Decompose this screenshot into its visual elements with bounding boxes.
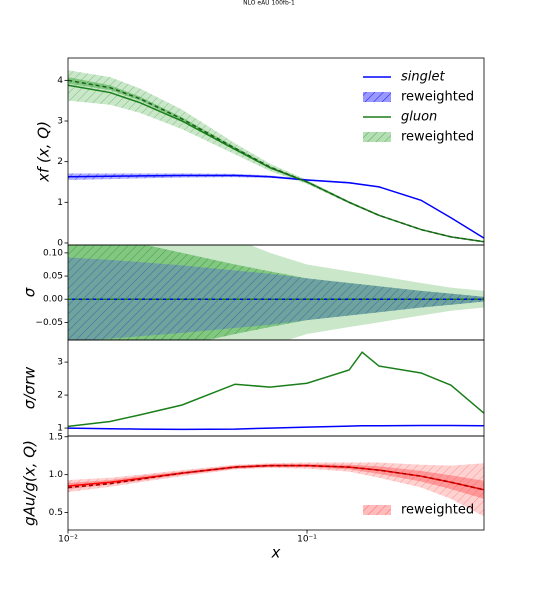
y-axis-label: xf (x, Q): [35, 121, 53, 183]
panel: [68, 70, 484, 243]
y-axis-label: σ/σrw: [21, 366, 39, 409]
error-band: [68, 70, 484, 243]
x-tick-label: 10⁻¹: [297, 535, 317, 545]
legend-swatch: [363, 132, 391, 142]
panel: [68, 462, 484, 517]
legend-swatch: [363, 92, 391, 102]
y-tick-label: 0: [57, 238, 63, 248]
y-tick-label: 2: [57, 391, 63, 401]
y-axis-label: gAu/g(x, Q): [21, 440, 39, 526]
error-band: [68, 462, 484, 517]
y-axis-label: σ: [21, 287, 39, 297]
series-line: [68, 464, 484, 491]
y-tick-label: 2: [57, 157, 63, 167]
series-line: [68, 424, 484, 431]
y-tick-label: 0.10: [43, 248, 63, 258]
y-tick-label: 4: [57, 76, 63, 86]
legend-swatch: [363, 505, 391, 515]
series-line: [68, 351, 484, 428]
y-tick-label: 0.5: [49, 508, 63, 518]
error-band: [68, 464, 484, 499]
y-tick-label: 0.00: [43, 295, 63, 305]
y-tick-label: 0.05: [43, 272, 63, 282]
y-tick-label: 1.5: [49, 432, 63, 442]
y-tick-label: 3: [57, 358, 63, 368]
series-line: [68, 79, 484, 243]
axes-frame: [67, 339, 485, 437]
x-tick-label: 10⁻²: [58, 535, 78, 545]
series-line: [68, 174, 484, 239]
legend-label: singlet: [401, 70, 445, 85]
y-tick-label: 1: [57, 198, 63, 208]
axes-frame: [67, 435, 485, 531]
y-tick-label: 1.0: [49, 470, 64, 480]
chart-title: NLO eAU 100fb-1: [243, 0, 295, 7]
legend-label: reweighted: [401, 503, 474, 518]
legend-label: reweighted: [401, 130, 474, 145]
legend-label: gluon: [401, 110, 437, 125]
y-tick-label: 1: [57, 424, 63, 434]
panel: [68, 245, 484, 340]
panel: [68, 351, 484, 431]
error-band: [68, 173, 484, 239]
legend-label: reweighted: [401, 90, 474, 105]
y-tick-label: 3: [57, 117, 63, 127]
x-axis-label: x: [271, 544, 281, 562]
y-tick-label: −0.05: [35, 318, 63, 328]
